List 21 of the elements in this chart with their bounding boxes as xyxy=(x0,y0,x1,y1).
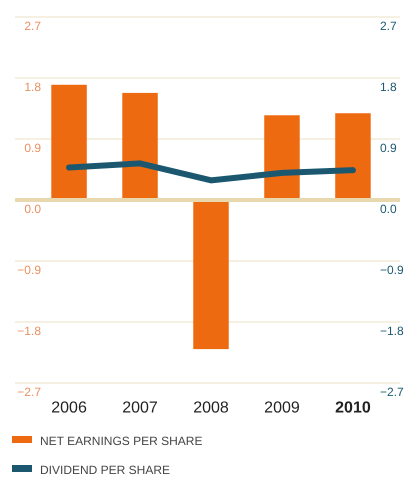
x-tick-label: 2007 xyxy=(122,399,158,416)
y-tick-label: −1.8 xyxy=(17,324,42,338)
y-tick-label: 0.9 xyxy=(24,140,42,155)
y-tick-label: 0.0 xyxy=(24,202,42,216)
y-tick-label: −0.9 xyxy=(17,262,42,277)
x-tick-label: 2008 xyxy=(193,399,229,416)
y-tick-label: 2.7 xyxy=(24,18,42,33)
y2-tick-label: 1.8 xyxy=(380,80,398,94)
y2-tick-label: 0.9 xyxy=(380,140,398,155)
y-tick-label: −2.7 xyxy=(17,384,42,399)
y2-tick-label: −0.9 xyxy=(380,262,404,277)
x-tick-label: 2009 xyxy=(264,399,300,416)
y2-tick-label: 0.0 xyxy=(380,202,398,216)
y2-tick-label: −2.7 xyxy=(380,384,404,399)
y2-tick-label: −1.8 xyxy=(380,324,404,338)
legend-label: DIVIDEND PER SHARE xyxy=(40,463,170,477)
legend-label: NET EARNINGS PER SHARE xyxy=(40,434,202,448)
y-tick-label: 1.8 xyxy=(24,80,42,94)
y2-tick-label: 2.7 xyxy=(380,18,398,33)
x-tick-label: 2010 xyxy=(335,399,371,416)
x-tick-label: 2006 xyxy=(51,399,87,416)
